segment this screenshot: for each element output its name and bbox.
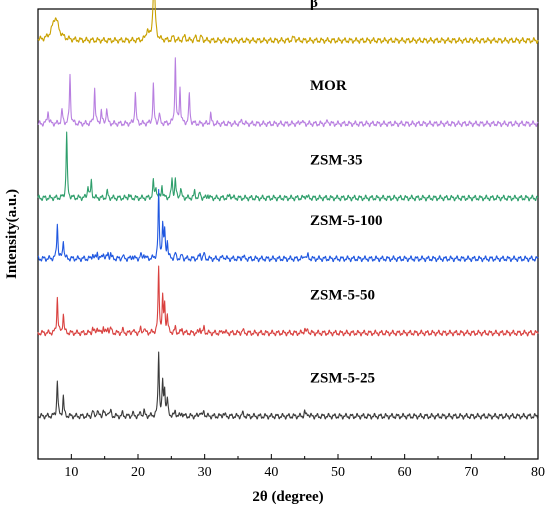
series-label: ZSM-5-50 — [310, 287, 375, 303]
series-line-zsm-5-25 — [37, 351, 539, 420]
series-label: ZSM-5-25 — [310, 371, 375, 387]
series-line-zsm-35 — [37, 131, 539, 202]
x-tick-label: 30 — [198, 465, 212, 480]
series-line-zsm-5-50 — [37, 265, 539, 337]
series-label: ZSM-35 — [310, 152, 363, 168]
y-axis-label: Intensity(a.u.) — [4, 189, 20, 279]
x-tick-label: 40 — [264, 465, 278, 480]
series-group — [37, 0, 539, 420]
series-line-mor — [37, 57, 539, 128]
x-tick-label: 50 — [331, 465, 345, 480]
series-labels: β MOR ZSM-35 ZSM-5-100 ZSM-5-50 ZSM-5-25 — [310, 0, 383, 387]
series-line-zsm-5-100 — [37, 188, 539, 263]
plot-frame — [37, 8, 539, 460]
series-label: ZSM-5-100 — [310, 213, 383, 229]
x-tick-label: 20 — [131, 465, 145, 480]
x-tick-label: 10 — [64, 465, 78, 480]
x-tick-label: 80 — [531, 465, 545, 480]
series-line-- — [37, 0, 539, 44]
series-label: β — [310, 0, 318, 11]
series-label: MOR — [310, 78, 347, 94]
x-tick-label: 70 — [464, 465, 478, 480]
x-tick-label: 60 — [398, 465, 412, 480]
x-axis-ticks: 10 20 30 40 50 60 70 80 — [64, 454, 545, 480]
x-axis-label: 2θ (degree) — [252, 489, 323, 505]
